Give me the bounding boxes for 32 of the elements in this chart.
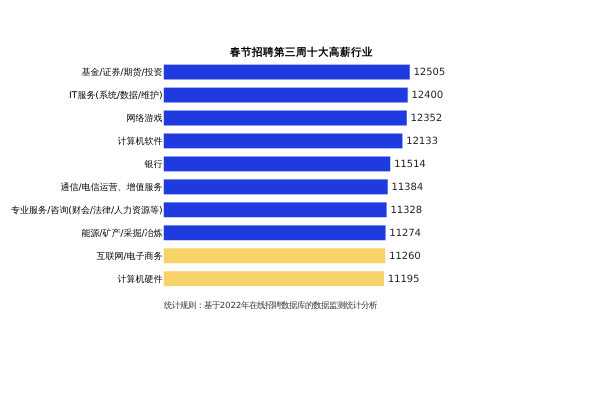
y-tick-label: 计算机软件 bbox=[118, 136, 163, 148]
bar bbox=[164, 110, 407, 126]
y-tick-label: 计算机硬件 bbox=[118, 274, 163, 285]
data-label: 11328 bbox=[390, 204, 422, 216]
bar bbox=[164, 156, 390, 172]
bar bbox=[164, 225, 386, 240]
y-tick-label: 互联网/电子商务 bbox=[96, 250, 163, 262]
y-tick-label: 银行 bbox=[144, 158, 163, 170]
bar bbox=[164, 134, 402, 148]
bar bbox=[164, 271, 384, 286]
y-tick-label: 通信/电信运营、增值服务 bbox=[60, 182, 163, 193]
data-label: 11260 bbox=[389, 250, 421, 262]
data-label: 11274 bbox=[389, 228, 422, 239]
bar bbox=[164, 179, 388, 194]
chart-title: 春节招聘第三周十大高薪行业 bbox=[229, 45, 374, 58]
text: 统计规则：基于2022年在线招聘数据库的数据监测统计分析 bbox=[164, 300, 378, 310]
bar bbox=[164, 88, 408, 103]
y-tick-label: 能源/矿产/采掘/冶炼 bbox=[81, 228, 163, 239]
data-label: 12505 bbox=[414, 67, 446, 78]
y-tick-label: 基金/证券/期货/投资 bbox=[81, 67, 163, 78]
y-tick-label: IT服务(系统/数据/维护) bbox=[68, 90, 163, 102]
bar bbox=[164, 202, 387, 218]
data-label: 11514 bbox=[394, 158, 426, 170]
y-tick-label: 专业服务/咨询(财会/法律/人力资源等) bbox=[11, 204, 163, 216]
data-label: 11195 bbox=[388, 274, 420, 285]
data-label: 12352 bbox=[410, 113, 442, 124]
y-tick-label: 网络游戏 bbox=[126, 113, 163, 124]
data-label: 12133 bbox=[406, 136, 438, 148]
bar bbox=[164, 64, 410, 80]
data-label: 11384 bbox=[392, 182, 424, 193]
data-label: 12400 bbox=[412, 90, 444, 102]
bar bbox=[164, 248, 386, 264]
